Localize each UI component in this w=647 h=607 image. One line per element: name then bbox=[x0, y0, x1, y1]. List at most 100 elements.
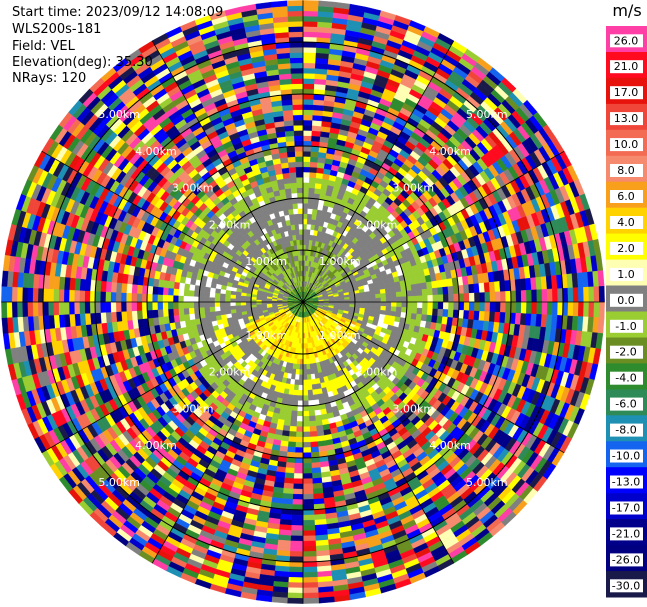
velocity-gate bbox=[302, 78, 315, 85]
velocity-gate bbox=[302, 15, 319, 22]
velocity-gate bbox=[298, 384, 304, 391]
velocity-gate bbox=[302, 93, 315, 100]
velocity-gate bbox=[427, 301, 434, 310]
velocity-gate bbox=[354, 298, 361, 303]
velocity-sectors bbox=[1, 0, 605, 604]
velocity-gate bbox=[302, 52, 317, 59]
velocity-gate bbox=[312, 487, 324, 495]
velocity-gate bbox=[515, 301, 522, 314]
velocity-gate bbox=[284, 472, 295, 479]
velocity-gate bbox=[302, 576, 318, 584]
velocity-gate bbox=[290, 535, 304, 542]
velocity-gate bbox=[302, 551, 317, 558]
velocity-gate bbox=[396, 301, 403, 308]
velocity-gate bbox=[302, 98, 314, 105]
velocity-gate bbox=[442, 309, 449, 318]
velocity-gate bbox=[292, 499, 304, 506]
velocity-gate bbox=[289, 425, 297, 433]
velocity-gate bbox=[379, 288, 386, 295]
velocity-gate bbox=[302, 218, 308, 225]
velocity-gate bbox=[473, 310, 480, 321]
velocity-gate bbox=[315, 419, 323, 427]
velocity-gate bbox=[375, 297, 382, 303]
velocity-gate bbox=[291, 509, 304, 516]
velocity-gate bbox=[302, 467, 313, 474]
velocity-gate bbox=[302, 358, 307, 365]
velocity-gate bbox=[293, 467, 304, 474]
velocity-gate bbox=[385, 301, 392, 307]
velocity-gate bbox=[463, 293, 470, 303]
velocity-gate bbox=[448, 293, 455, 303]
velocity-gate bbox=[297, 395, 304, 402]
velocity-gate bbox=[295, 431, 304, 438]
velocity-gate bbox=[420, 314, 428, 322]
velocity-gate bbox=[395, 306, 402, 313]
velocity-gate bbox=[468, 301, 475, 312]
velocity-gate bbox=[494, 311, 501, 323]
velocity-gate bbox=[384, 287, 392, 294]
velocity-gate bbox=[391, 301, 397, 308]
velocity-gate bbox=[572, 287, 579, 303]
velocity-gate bbox=[369, 294, 376, 299]
velocity-gate bbox=[541, 301, 548, 316]
velocity-gate bbox=[309, 420, 317, 427]
velocity-gate bbox=[411, 289, 418, 297]
velocity-gate bbox=[359, 301, 366, 306]
velocity-gate bbox=[401, 296, 408, 303]
velocity-gate bbox=[290, 525, 304, 532]
velocity-gate bbox=[302, 410, 310, 417]
velocity-gate bbox=[309, 436, 318, 443]
velocity-gate bbox=[536, 301, 543, 315]
velocity-gate bbox=[318, 596, 335, 604]
velocity-gate bbox=[421, 308, 428, 316]
velocity-gate bbox=[299, 364, 304, 370]
velocity-gate bbox=[302, 104, 314, 111]
velocity-gate bbox=[302, 5, 319, 12]
velocity-gate bbox=[458, 301, 465, 311]
velocity-gate bbox=[287, 587, 304, 594]
velocity-gate bbox=[295, 426, 304, 433]
velocity-gate bbox=[318, 0, 335, 8]
velocity-gate bbox=[305, 353, 310, 360]
velocity-gate bbox=[302, 197, 309, 204]
velocity-gate bbox=[302, 597, 320, 604]
velocity-gate bbox=[468, 310, 475, 321]
velocity-gate bbox=[308, 182, 316, 189]
velocity-gate bbox=[314, 409, 322, 417]
velocity-gate bbox=[290, 410, 298, 417]
velocity-gate bbox=[380, 305, 387, 311]
velocity-gate bbox=[447, 309, 454, 319]
velocity-gate bbox=[526, 289, 533, 303]
velocity-gate bbox=[593, 301, 600, 318]
velocity-gate bbox=[302, 348, 306, 355]
velocity-gate bbox=[302, 478, 313, 485]
velocity-gate bbox=[410, 283, 418, 291]
velocity-gate bbox=[416, 307, 423, 315]
velocity-gate bbox=[307, 394, 314, 401]
velocity-gate bbox=[289, 556, 304, 563]
velocity-gate bbox=[302, 46, 317, 53]
velocity-gate bbox=[292, 493, 304, 500]
velocity-gate bbox=[488, 281, 496, 293]
velocity-gate bbox=[385, 297, 392, 303]
velocity-gate bbox=[302, 161, 311, 168]
velocity-gate bbox=[302, 88, 315, 95]
velocity-gate bbox=[302, 395, 309, 402]
velocity-gate bbox=[311, 383, 318, 391]
velocity-gate bbox=[296, 415, 304, 422]
velocity-gate bbox=[302, 452, 312, 459]
velocity-gate bbox=[458, 293, 465, 303]
velocity-gate bbox=[474, 301, 481, 312]
velocity-gate bbox=[468, 283, 475, 294]
velocity-gate bbox=[287, 582, 304, 589]
velocity-gate bbox=[598, 285, 605, 303]
velocity-gate bbox=[284, 409, 292, 417]
velocity-gate bbox=[500, 301, 507, 313]
velocity-gate bbox=[395, 291, 402, 298]
velocity-gate bbox=[302, 415, 310, 422]
velocity-gate bbox=[309, 177, 317, 184]
velocity-gate bbox=[313, 498, 325, 505]
velocity-gate bbox=[390, 306, 397, 313]
velocity-gate bbox=[302, 473, 313, 480]
